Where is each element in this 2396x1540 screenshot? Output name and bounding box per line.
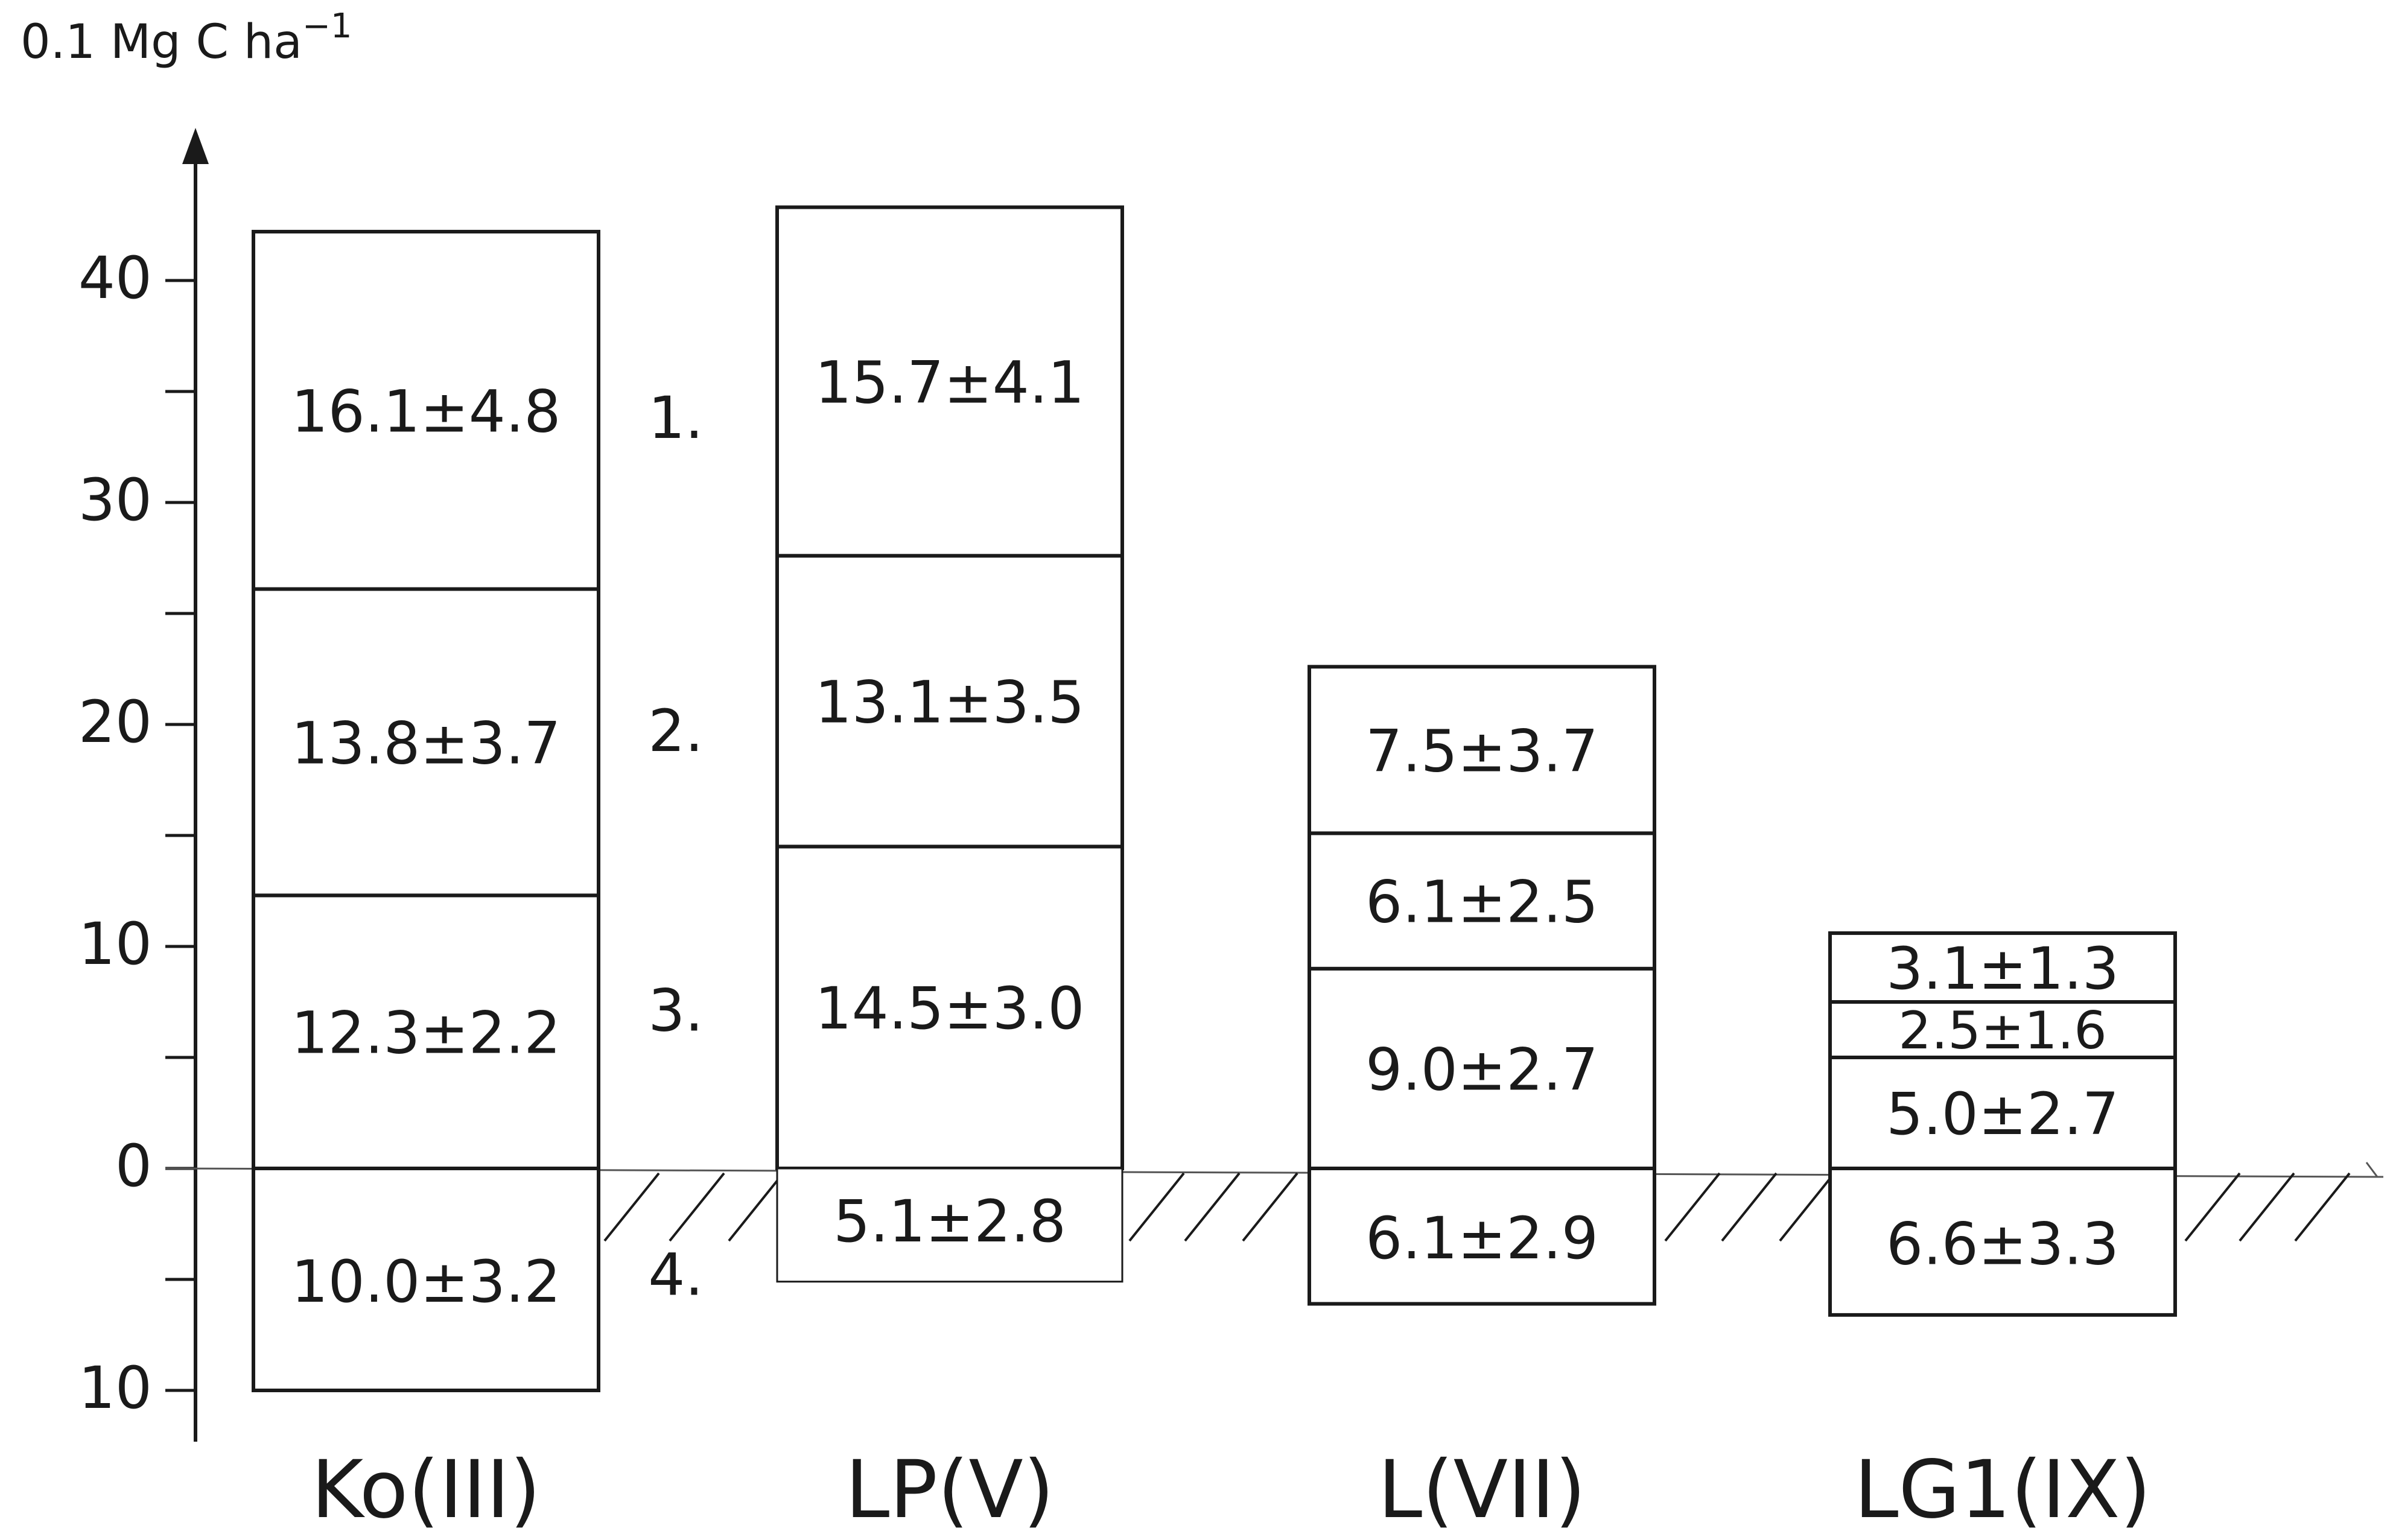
y-tick-label: 10: [78, 1354, 152, 1422]
y-axis-arrow: [182, 128, 209, 164]
category-label: Ko(III): [311, 1443, 541, 1536]
bars: [252, 205, 2177, 1392]
layer-marker: 4.: [648, 1241, 704, 1309]
bar-LP(V)-layer-1: [775, 205, 1124, 558]
ground-baseline-end: [2365, 1162, 2379, 1177]
ground-hatch: [2239, 1172, 2295, 1242]
data-label: 3.1±1.3: [1886, 935, 2119, 1003]
bar-LP(V)-layer-2: [775, 554, 1124, 849]
ground-hatch: [1184, 1172, 1241, 1242]
y-axis-label-exponent: −1: [302, 7, 352, 46]
bar-LG1(IX)-layer-2: [1828, 1000, 2177, 1059]
data-label: 13.8±3.7: [291, 709, 561, 777]
ground-hatch: [1779, 1172, 1835, 1242]
bar-LG1(IX)-layer-3: [1828, 1056, 2177, 1170]
y-axis-label: 0.1 Mg C ha−1: [21, 7, 352, 69]
bar-Ko(III)-layer-2: [252, 587, 600, 898]
data-label: 6.6±3.3: [1886, 1210, 2119, 1278]
y-tick-label: 30: [78, 466, 152, 534]
data-label: 9.0±2.7: [1365, 1036, 1598, 1103]
data-label: 16.1±4.8: [291, 378, 561, 445]
data-label: 5.0±2.7: [1886, 1080, 2119, 1148]
data-label: 12.3±2.2: [291, 1000, 561, 1067]
ground-hatch: [1128, 1172, 1185, 1242]
layer-marker: 3.: [648, 977, 704, 1045]
category-label: LP(V): [845, 1443, 1054, 1536]
ground-hatch: [2294, 1172, 2351, 1242]
bar-Ko(III)-layer-1: [252, 230, 600, 591]
labels: 12.3±2.2 13.8±3.7 16.1±4.8 10.0±3.2 Ko(III) 1…: [291, 349, 2152, 1536]
y-tick-label: 0: [115, 1132, 152, 1200]
data-label: 6.1±2.5: [1365, 869, 1598, 936]
ground-hatch: [728, 1172, 784, 1242]
data-label: 5.1±2.8: [833, 1188, 1066, 1255]
ground-hatch: [669, 1172, 725, 1242]
bar-L(VII)-layer-3: [1308, 966, 1656, 1171]
y-tick-label: 20: [78, 688, 152, 756]
data-label: 2.5±1.6: [1898, 1001, 2107, 1061]
bar-Ko(III)-layer-4: [252, 1167, 600, 1392]
ground-hatch: [1664, 1172, 1721, 1242]
layer-marker: 1.: [648, 384, 704, 452]
bar-L(VII)-layer-4: [1308, 1167, 1656, 1306]
data-label: 13.1±3.5: [815, 668, 1085, 736]
bar-LP(V)-layer-3: [775, 844, 1124, 1170]
bar-LG1(IX)-layer-4: [1828, 1167, 2177, 1317]
data-label: 14.5±3.0: [815, 975, 1085, 1042]
y-tick-label: 10: [78, 910, 152, 978]
bar-LG1(IX)-layer-1: [1828, 931, 2177, 1004]
data-label: 6.1±2.9: [1365, 1205, 1598, 1272]
ground-hatch: [2184, 1172, 2241, 1242]
ground-hatch: [603, 1172, 660, 1242]
bar-Ko(III)-layer-3: [252, 893, 600, 1170]
category-label: LG1(IX): [1854, 1443, 2151, 1536]
data-label: 15.7±4.1: [815, 349, 1085, 416]
y-axis: 0.1 Mg C ha−1 40 30 20 10 0 10: [21, 7, 352, 1442]
y-tick-label: 40: [78, 244, 152, 312]
bar-L(VII)-layer-2: [1308, 831, 1656, 971]
bar-LP(V)-layer-4: [776, 1167, 1123, 1283]
ground-hatch: [1242, 1172, 1298, 1242]
layer-marker: 2.: [648, 697, 704, 765]
data-label: 10.0±3.2: [291, 1248, 561, 1316]
ground-hatch: [1721, 1172, 1778, 1242]
bar-L(VII)-layer-1: [1308, 665, 1656, 835]
category-label: L(VII): [1378, 1443, 1586, 1536]
data-label: 7.5±3.7: [1365, 717, 1598, 785]
